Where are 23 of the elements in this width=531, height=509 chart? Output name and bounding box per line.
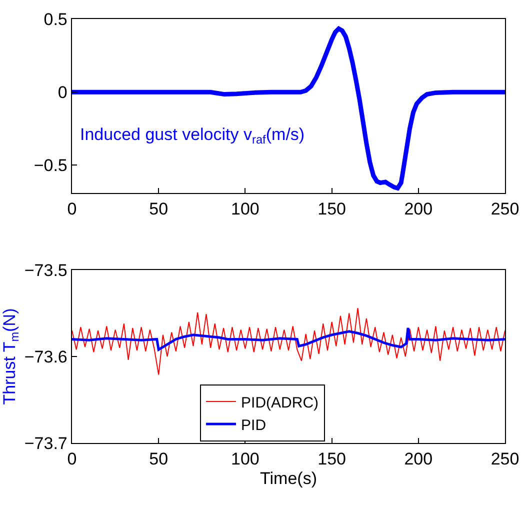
y-tick-label: −73.6: [24, 347, 68, 366]
x-tick-label: 250: [490, 450, 520, 469]
y-tick-label: 0.5: [44, 10, 68, 29]
legend-label: PID(ADRC): [241, 394, 319, 412]
y-tick-label: 0: [58, 83, 68, 102]
x-tick-label: 150: [318, 450, 346, 469]
x-tick-label: 250: [490, 200, 520, 219]
annotation: Induced gust velocity v$_{raf}$(m/s): [80, 125, 305, 147]
y-tick-label: −0.5: [34, 156, 68, 176]
line-series: [72, 326, 505, 351]
y-tick-label: −73.7: [24, 434, 68, 453]
line-series: [72, 308, 505, 376]
x-tick-label: 100: [231, 450, 260, 469]
x-tick-label: 50: [149, 200, 168, 219]
x-tick-label: 200: [404, 200, 433, 219]
x-tick-label: 100: [231, 200, 260, 219]
legend-label: PID: [241, 416, 266, 434]
x-tick-label: 50: [149, 450, 168, 469]
x-tick-label: 150: [318, 200, 346, 219]
line-series: [72, 26, 505, 190]
x-tick-label: 200: [404, 450, 433, 469]
x-axis-title: Time(s): [260, 468, 317, 488]
y-tick-label: −73.5: [24, 260, 68, 280]
